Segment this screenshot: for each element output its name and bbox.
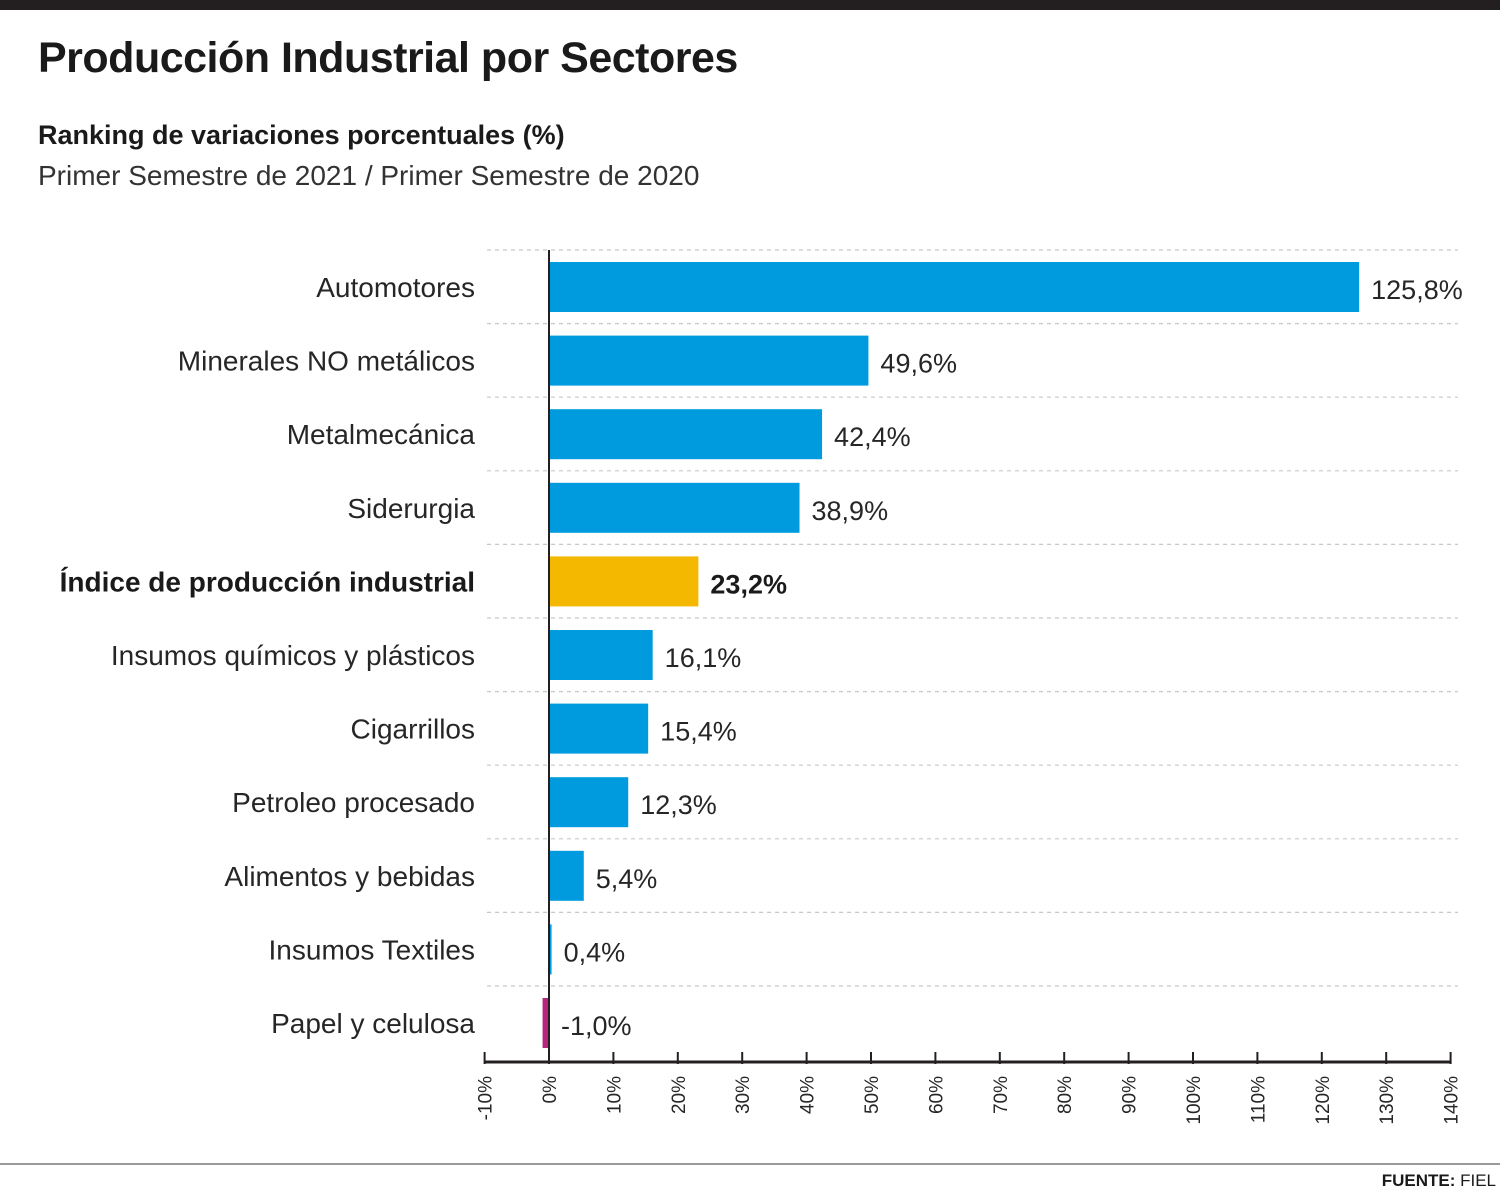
x-tick-label: 110% [1248, 1076, 1269, 1123]
value-label: -1,0% [561, 1011, 632, 1041]
x-tick-label: 10% [604, 1076, 625, 1114]
bar [549, 482, 800, 533]
x-tick-label: 60% [926, 1076, 947, 1114]
x-tick-label: 140% [1442, 1076, 1463, 1125]
value-label: 125,8% [1371, 275, 1463, 305]
bar [549, 262, 1360, 312]
chart-title: Producción Industrial por Sectores [38, 34, 738, 82]
value-label: 15,4% [660, 717, 737, 747]
x-tick-label: 80% [1055, 1076, 1076, 1114]
category-label: Automotores [316, 272, 475, 303]
category-label: Metalmecánica [287, 419, 476, 450]
category-label: Minerales NO metálicos [178, 346, 475, 377]
value-label: 23,2% [710, 569, 787, 599]
x-tick-label: -10% [476, 1076, 497, 1120]
category-label: Cigarrillos [351, 714, 475, 745]
source-note: FUENTE: FIEL [1382, 1171, 1496, 1191]
x-tick-label: 120% [1313, 1076, 1334, 1125]
value-label: 49,6% [880, 349, 957, 379]
bar [549, 409, 823, 460]
value-label: 0,4% [564, 937, 626, 967]
category-label: Índice de producción industrial [60, 566, 475, 597]
bar [549, 850, 584, 901]
category-label: Alimentos y bebidas [224, 861, 475, 892]
bar [549, 777, 629, 828]
bar [549, 335, 869, 386]
bar [549, 924, 552, 975]
bar [549, 630, 653, 680]
x-tick-label: 90% [1120, 1076, 1141, 1114]
category-label: Petroleo procesado [232, 787, 475, 818]
x-tick-label: 100% [1184, 1076, 1205, 1125]
value-label: 38,9% [812, 496, 889, 526]
x-tick-label: 50% [862, 1076, 883, 1114]
source-value: FIEL [1460, 1171, 1496, 1190]
value-label: 12,3% [640, 790, 717, 820]
bar [542, 998, 549, 1048]
category-label: Insumos químicos y plásticos [111, 640, 475, 671]
bottom-rule [0, 1163, 1500, 1165]
bar [549, 556, 699, 607]
chart-period: Primer Semestre de 2021 / Primer Semestr… [38, 160, 700, 191]
value-label: 42,4% [834, 422, 911, 452]
x-tick-label: 130% [1377, 1076, 1398, 1125]
x-tick-label: 70% [991, 1076, 1012, 1114]
top-rule [0, 0, 1500, 10]
x-tick-label: 40% [798, 1076, 819, 1114]
bar-chart: Automotores 125,8% Minerales NO metálicos 4… [60, 249, 1463, 1125]
x-tick-label: 30% [733, 1076, 754, 1114]
x-tick-label: 20% [669, 1076, 690, 1114]
value-label: 16,1% [665, 643, 742, 673]
category-label: Siderurgia [347, 493, 475, 524]
chart-subtitle: Ranking de variaciones porcentuales (%) [38, 120, 565, 150]
x-tick-label: 0% [540, 1076, 561, 1104]
source-label: FUENTE: [1381, 1171, 1456, 1190]
category-label: Insumos Textiles [269, 934, 475, 965]
category-label: Papel y celulosa [271, 1008, 475, 1039]
value-label: 5,4% [596, 864, 658, 894]
bar [549, 703, 649, 754]
